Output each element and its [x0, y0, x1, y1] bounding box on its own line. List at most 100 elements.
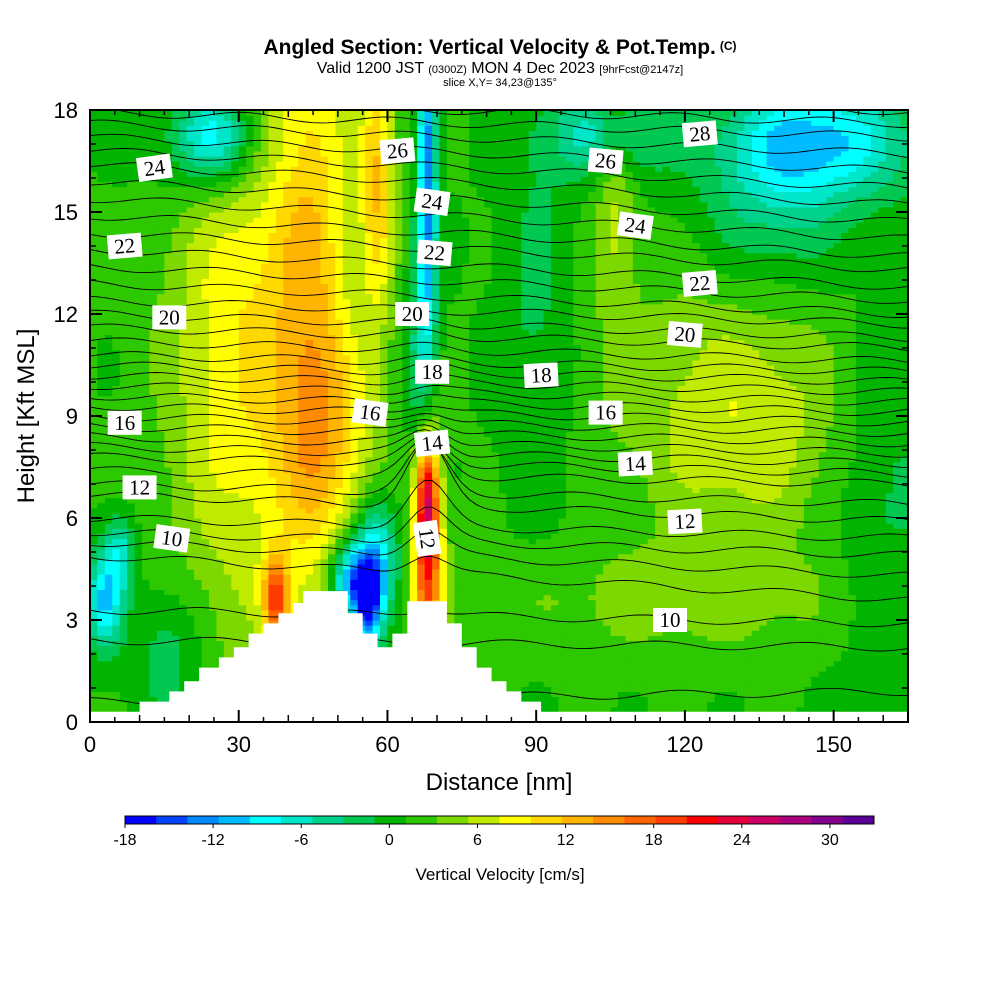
- velocity-cell: [149, 518, 158, 524]
- velocity-cell: [134, 518, 143, 524]
- velocity-cell: [283, 609, 292, 616]
- velocity-cell: [320, 528, 329, 534]
- velocity-cell: [134, 665, 143, 672]
- velocity-cell: [275, 502, 284, 509]
- velocity-cell: [208, 288, 218, 295]
- velocity-cell: [238, 278, 247, 284]
- velocity-cell: [261, 359, 270, 366]
- velocity-cell: [164, 217, 173, 223]
- velocity-cell: [223, 512, 232, 519]
- velocity-cell: [283, 507, 292, 514]
- velocity-cell: [208, 390, 218, 397]
- velocity-cell: [90, 681, 99, 687]
- velocity-cell: [194, 354, 203, 361]
- velocity-cell: [238, 273, 247, 279]
- velocity-cell: [171, 288, 180, 295]
- velocity-cell: [127, 594, 136, 601]
- velocity-cell: [119, 161, 128, 167]
- velocity-cell: [127, 584, 136, 590]
- velocity-cell: [305, 365, 314, 371]
- velocity-cell: [231, 604, 240, 611]
- velocity-cell: [372, 354, 381, 361]
- velocity-cell: [335, 507, 344, 514]
- velocity-cell: [208, 212, 218, 218]
- velocity-cell: [179, 385, 188, 392]
- velocity-cell: [372, 604, 381, 611]
- velocity-cell: [246, 237, 255, 244]
- velocity-cell: [201, 482, 210, 488]
- velocity-cell: [164, 665, 173, 672]
- velocity-cell: [238, 268, 247, 274]
- velocity-cell: [313, 395, 322, 402]
- velocity-cell: [298, 467, 307, 473]
- velocity-cell: [350, 319, 359, 325]
- velocity-cell: [194, 563, 203, 570]
- velocity-cell: [216, 584, 225, 590]
- velocity-cell: [134, 359, 143, 366]
- velocity-cell: [380, 548, 389, 555]
- velocity-cell: [357, 120, 366, 126]
- velocity-cell: [327, 365, 336, 371]
- velocity-cell: [261, 252, 270, 259]
- velocity-cell: [179, 650, 188, 657]
- velocity-cell: [90, 645, 99, 652]
- velocity-cell: [149, 334, 158, 341]
- velocity-cell: [253, 456, 262, 463]
- velocity-cell: [275, 191, 284, 198]
- velocity-cell: [261, 380, 270, 386]
- velocity-cell: [275, 604, 284, 611]
- velocity-cell: [238, 456, 247, 463]
- velocity-cell: [149, 655, 158, 662]
- velocity-cell: [134, 706, 143, 713]
- velocity-cell: [164, 441, 173, 448]
- velocity-cell: [350, 502, 359, 509]
- velocity-cell: [372, 375, 381, 381]
- velocity-cell: [179, 334, 188, 341]
- velocity-cell: [223, 584, 232, 590]
- velocity-cell: [208, 252, 218, 259]
- velocity-cell: [119, 614, 128, 621]
- velocity-cell: [283, 293, 292, 300]
- velocity-cell: [208, 625, 218, 631]
- velocity-cell: [112, 171, 121, 177]
- velocity-cell: [313, 528, 322, 534]
- velocity-cell: [142, 334, 151, 341]
- velocity-cell: [238, 344, 247, 351]
- velocity-cell: [275, 237, 284, 244]
- velocity-cell: [290, 400, 299, 407]
- velocity-cell: [380, 191, 389, 198]
- velocity-cell: [253, 125, 262, 131]
- velocity-cell: [97, 451, 106, 458]
- velocity-cell: [327, 181, 336, 188]
- velocity-cell: [372, 110, 381, 116]
- velocity-cell: [350, 569, 359, 575]
- velocity-cell: [164, 691, 173, 698]
- velocity-cell: [231, 257, 240, 264]
- velocity-cell: [320, 217, 329, 223]
- velocity-cell: [164, 120, 173, 126]
- velocity-cell: [246, 155, 255, 162]
- velocity-cell: [127, 655, 136, 662]
- velocity-cell: [149, 395, 158, 402]
- velocity-cell: [149, 390, 158, 397]
- velocity-cell: [350, 155, 359, 162]
- velocity-cell: [201, 543, 210, 550]
- velocity-cell: [194, 589, 203, 596]
- velocity-cell: [194, 314, 203, 320]
- velocity-cell: [253, 614, 262, 621]
- velocity-cell: [142, 579, 151, 585]
- velocity-cell: [305, 512, 314, 519]
- velocity-cell: [179, 558, 188, 565]
- velocity-cell: [268, 252, 277, 259]
- velocity-cell: [283, 512, 292, 519]
- velocity-cell: [127, 441, 136, 448]
- velocity-cell: [365, 482, 374, 488]
- velocity-cell: [350, 558, 359, 565]
- velocity-cell: [350, 273, 359, 279]
- velocity-cell: [298, 487, 307, 494]
- velocity-cell: [112, 497, 121, 504]
- velocity-cell: [171, 176, 180, 182]
- velocity-cell: [342, 344, 351, 351]
- velocity-cell: [275, 446, 284, 453]
- velocity-cell: [119, 263, 128, 269]
